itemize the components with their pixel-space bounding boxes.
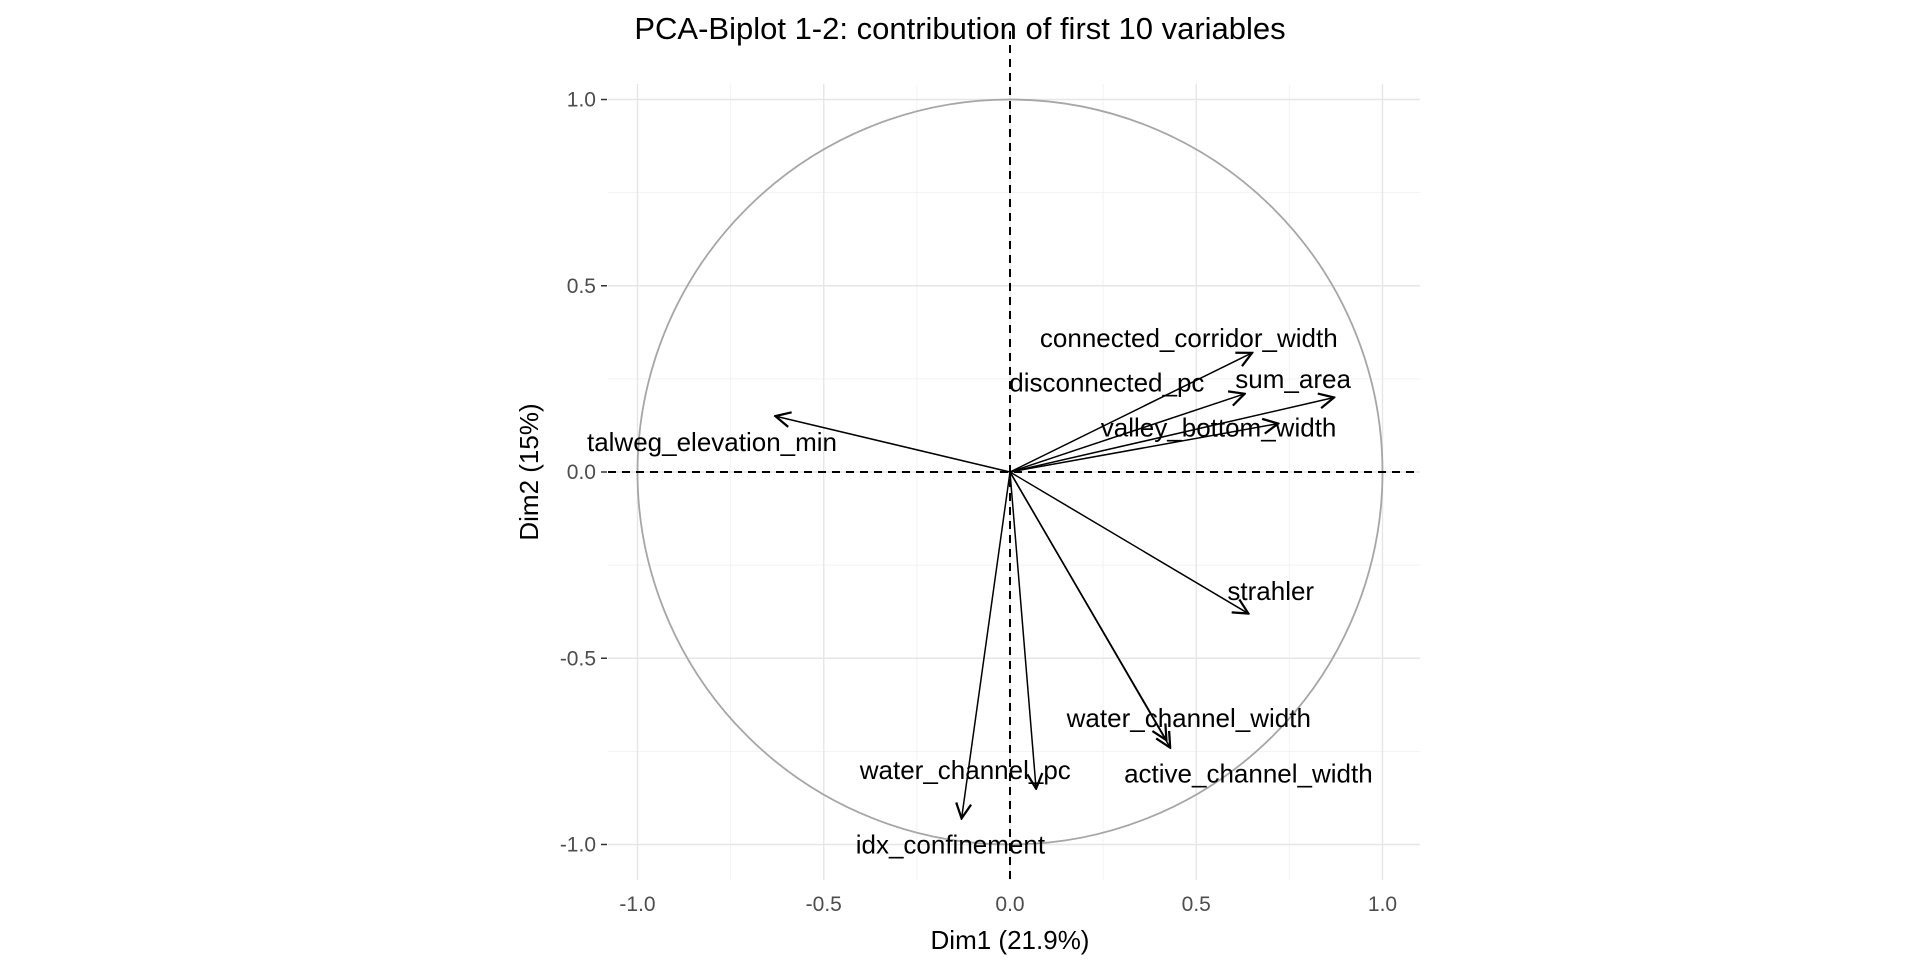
label-disconnected-pc: disconnected_pc: [1009, 368, 1204, 398]
y-tick-label: 0.5: [567, 275, 596, 298]
chart-title: PCA-Biplot 1-2: contribution of first 10…: [634, 11, 1285, 46]
label-sum-area: sum_area: [1235, 364, 1351, 394]
label-water-channel-pc: water_channel_pc: [859, 755, 1071, 785]
arrow-strahler: [1009, 471, 1248, 614]
label-water-channel-width: water_channel_width: [1066, 703, 1311, 733]
x-tick-label: 1.0: [1368, 893, 1397, 916]
y-tick-label: 0.0: [567, 461, 596, 484]
arrow-connected-corridor-width: [1009, 353, 1252, 473]
label-connected-corridor-width: connected_corridor_width: [1040, 323, 1338, 353]
label-valley-bottom-width: valley_bottom_width: [1101, 412, 1337, 442]
x-tick-label: -0.5: [806, 893, 842, 916]
label-idx-confinement: idx_confinement: [856, 830, 1046, 860]
arrow-valley-bottom-width: [1009, 424, 1278, 473]
x-tick-label: 0.0: [995, 893, 1024, 916]
x-tick-label: 0.5: [1182, 893, 1211, 916]
y-tick-label: -1.0: [560, 834, 596, 857]
y-axis-title: Dim2 (15%): [514, 403, 544, 540]
variable-arrows: [775, 353, 1334, 819]
arrow-disconnected-pc: [1009, 394, 1245, 473]
arrow-idx-confinement: [962, 471, 1011, 818]
arrow-sum-area: [1009, 398, 1334, 473]
label-strahler: strahler: [1227, 576, 1314, 606]
arrow-active-channel-width: [1009, 471, 1170, 748]
x-tick-label: -1.0: [619, 893, 655, 916]
y-tick-label: 1.0: [567, 89, 596, 112]
y-axis-ticks: -1.0 -0.5 0.0 0.5 1.0: [560, 89, 607, 857]
label-active-channel-width: active_channel_width: [1124, 759, 1373, 789]
arrow-water-channel-pc: [1009, 471, 1036, 789]
arrow-talweg-elevation-min: [775, 416, 1011, 473]
x-axis-ticks: -1.0 -0.5 0.0 0.5 1.0: [619, 893, 1397, 916]
x-axis-title: Dim1 (21.9%): [931, 925, 1090, 955]
y-tick-label: -0.5: [560, 647, 596, 670]
label-talweg-elevation-min: talweg_elevation_min: [587, 427, 837, 457]
